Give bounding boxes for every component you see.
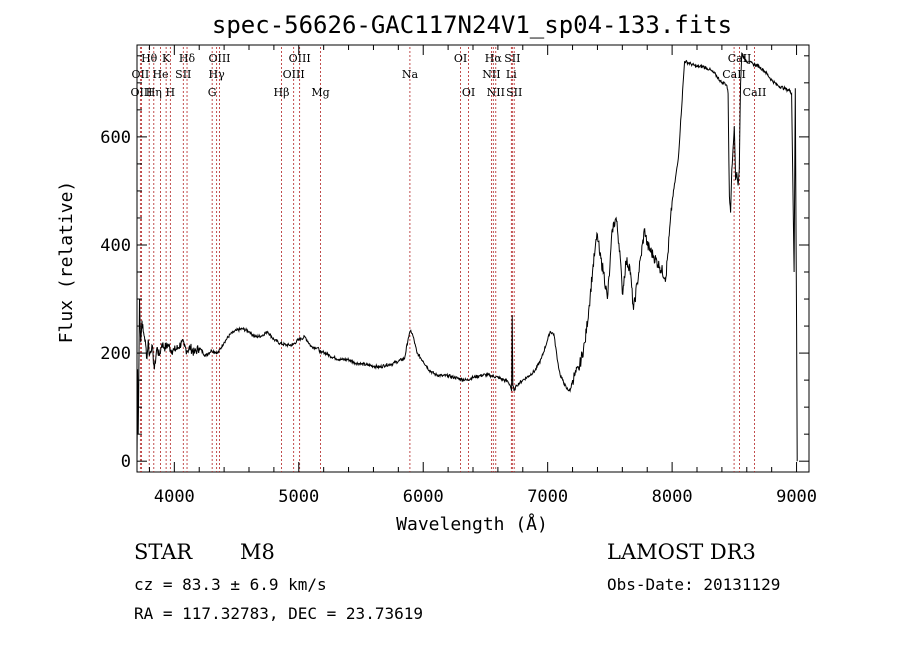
line-marker-label: Hγ	[209, 68, 226, 81]
line-marker-label: Hη	[146, 86, 162, 99]
x-tick-label: 9000	[776, 487, 817, 507]
axis-tick-labels: 4000 5000 6000 7000 8000 9000 0 200 400 600	[100, 128, 817, 507]
line-markers	[139, 47, 755, 472]
line-marker-label: OI	[462, 86, 475, 99]
line-marker-label: Na	[402, 68, 419, 81]
y-tick-label: 200	[100, 344, 131, 364]
line-marker-label: OIII	[283, 68, 305, 81]
object-subclass: M8	[240, 540, 275, 564]
line-marker-label: Hβ	[274, 86, 290, 99]
line-marker-label: Hδ	[179, 52, 196, 65]
y-tick-label: 0	[121, 452, 131, 472]
line-marker-label: H	[166, 86, 176, 99]
axis-ticks	[137, 45, 809, 472]
y-axis-label: Flux (relative)	[56, 181, 77, 344]
plot-frame	[136, 44, 810, 473]
line-marker-label: NII	[482, 68, 500, 81]
coordinates: RA = 117.32783, DEC = 23.73619	[134, 604, 423, 623]
line-marker-label: G	[208, 86, 217, 99]
line-marker-label: SII	[506, 86, 522, 99]
object-class: STAR	[134, 540, 193, 564]
chart-title: spec-56626-GAC117N24V1_sp04-133.fits	[212, 11, 732, 39]
x-tick-label: 7000	[527, 487, 568, 507]
line-marker-label: SII	[175, 68, 191, 81]
y-tick-label: 400	[100, 236, 131, 256]
x-axis-label: Wavelength (Å)	[396, 513, 548, 535]
observation-date: Obs-Date: 20131129	[607, 575, 781, 594]
line-marker-label: CaII	[743, 86, 767, 99]
line-marker-label: OIII	[130, 86, 152, 99]
line-marker-label: NII	[487, 86, 505, 99]
y-tick-label: 600	[100, 128, 131, 148]
line-marker-label: OI	[454, 52, 467, 65]
x-tick-label: 6000	[403, 487, 444, 507]
line-marker-label: He	[152, 68, 168, 81]
x-tick-label: 5000	[278, 487, 319, 507]
spectrum-line	[136, 52, 798, 462]
survey-name: LAMOST DR3	[607, 540, 756, 564]
redshift-velocity: cz = 83.3 ± 6.9 km/s	[134, 575, 327, 594]
line-marker-label: SII	[504, 52, 520, 65]
line-marker-label: Li	[506, 68, 517, 81]
line-marker-label: OIII	[208, 52, 230, 65]
line-marker-label: Hα	[485, 52, 503, 65]
line-marker-label: CaII	[722, 68, 746, 81]
line-marker-label: Hθ	[141, 52, 158, 65]
line-marker-label: OII	[132, 68, 150, 81]
line-marker-label: K	[162, 52, 171, 65]
line-marker-label: Mg	[311, 86, 329, 99]
x-tick-label: 8000	[652, 487, 693, 507]
x-tick-label: 4000	[154, 487, 195, 507]
line-marker-label: OIII	[289, 52, 311, 65]
line-marker-label: CaII	[728, 52, 752, 65]
